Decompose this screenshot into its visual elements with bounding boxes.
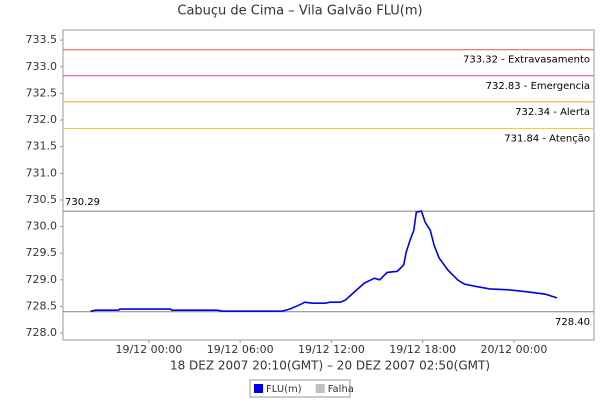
plot-area — [62, 29, 595, 341]
x-tick-label: 19/12 12:00 — [298, 343, 365, 356]
threshold-label: 728.40 — [555, 317, 590, 328]
data-line — [90, 210, 558, 312]
y-tick-label: 728.5 — [26, 299, 58, 312]
threshold-label: 732.34 - Alerta — [515, 107, 590, 118]
y-tick-label: 728.0 — [26, 326, 58, 339]
threshold-label: 733.32 - Extravasamento — [463, 55, 590, 66]
y-tick-label: 733.5 — [26, 33, 58, 46]
legend-label: Falha — [328, 384, 354, 395]
x-tick-label: 19/12 06:00 — [207, 343, 274, 356]
y-tick-label: 733.0 — [26, 60, 58, 73]
legend-box — [249, 379, 351, 398]
y-tick-label: 732.5 — [26, 86, 58, 99]
threshold-label: 731.84 - Atenção — [504, 134, 590, 145]
y-tick-label: 732.0 — [26, 113, 58, 126]
x-tick-label: 19/12 18:00 — [389, 343, 456, 356]
y-tick-label: 729.5 — [26, 246, 58, 259]
y-tick-label: 730.5 — [26, 193, 58, 206]
x-tick-label: 19/12 00:00 — [115, 343, 182, 356]
x-axis-label: 18 DEZ 2007 20:10(GMT) – 20 DEZ 2007 02:… — [170, 359, 490, 373]
legend-swatch — [254, 384, 263, 393]
threshold-label: 732.83 - Emergencia — [486, 81, 590, 92]
y-tick-label: 729.0 — [26, 273, 58, 286]
legend-label: FLU(m) — [266, 384, 302, 395]
x-tick-label: 20/12 00:00 — [480, 343, 547, 356]
threshold-label: 730.29 — [65, 197, 100, 208]
y-tick-label: 730.0 — [26, 220, 58, 233]
legend-swatch — [315, 384, 325, 393]
chart-title: Cabuçu de Cima – Vila Galvão FLU(m) — [177, 4, 422, 19]
y-tick-label: 731.5 — [26, 140, 58, 153]
y-tick-label: 731.0 — [26, 166, 58, 179]
